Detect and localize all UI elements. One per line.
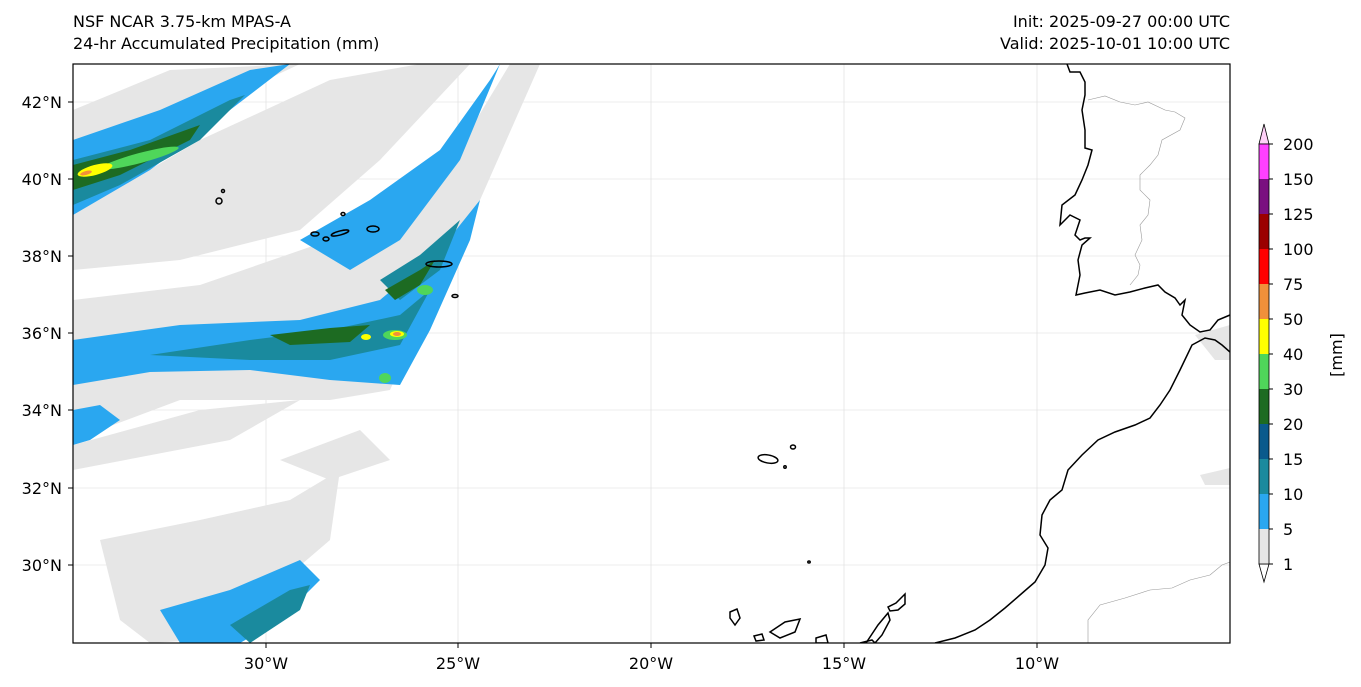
portugal-spain-border <box>1087 95 1186 286</box>
azores-islands <box>215 188 459 299</box>
colorbar-label-30: 30 <box>1283 380 1303 399</box>
colorbar-label-40: 40 <box>1283 345 1303 364</box>
colorbar-label-1: 1 <box>1283 555 1293 574</box>
colorbar-swatch-150 <box>1259 144 1269 179</box>
colorbar-label-5: 5 <box>1283 520 1293 539</box>
colorbar-swatch-125 <box>1259 179 1269 214</box>
colorbar-label-75: 75 <box>1283 275 1303 294</box>
lat-label-34n: 34°N <box>22 401 62 420</box>
lat-label-40n: 40°N <box>22 170 62 189</box>
map-area <box>73 64 1230 643</box>
model-title: NSF NCAR 3.75-km MPAS-A <box>73 12 291 31</box>
colorbar-extend-min <box>1258 563 1270 584</box>
colorbar-label-150: 150 <box>1283 170 1314 189</box>
colorbar-label-50: 50 <box>1283 310 1303 329</box>
colorbar-label-15: 15 <box>1283 450 1303 469</box>
lat-label-42n: 42°N <box>22 93 62 112</box>
colorbar-swatch-40 <box>1259 319 1269 354</box>
colorbar-swatch-5 <box>1259 494 1269 529</box>
colorbar-swatch-10 <box>1259 459 1269 494</box>
colorbar-swatch-20 <box>1259 389 1269 424</box>
colorbar-label-200: 200 <box>1283 135 1314 154</box>
colorbar-swatch-1 <box>1259 529 1269 564</box>
lat-axis <box>68 101 73 566</box>
lon-label-30w: 30°W <box>244 654 288 673</box>
canary-islands <box>729 592 906 643</box>
field-title: 24-hr Accumulated Precipitation (mm) <box>73 34 380 53</box>
colorbar-swatch-30 <box>1259 354 1269 389</box>
madeira-islands <box>757 444 811 564</box>
iberia-coastline <box>1059 64 1230 333</box>
colorbar-label-20: 20 <box>1283 415 1303 434</box>
init-time: Init: 2025-09-27 00:00 UTC <box>1012 12 1230 31</box>
precip-orange-cores <box>80 170 401 336</box>
colorbar-unit-label: [mm] <box>1327 333 1346 377</box>
colorbar-extend-max <box>1258 123 1270 145</box>
lon-axis <box>265 643 1038 648</box>
lon-label-20w: 20°W <box>629 654 673 673</box>
lat-label-32n: 32°N <box>22 479 62 498</box>
colorbar-swatch-100 <box>1259 214 1269 249</box>
time-info: Init: 2025-09-27 00:00 UTC Valid: 2025-1… <box>1000 11 1230 55</box>
lat-label-30n: 30°N <box>22 556 62 575</box>
africa-coastline <box>934 337 1230 643</box>
colorbar-label-125: 125 <box>1283 205 1314 224</box>
map-title: NSF NCAR 3.75-km MPAS-A 24-hr Accumulate… <box>73 11 379 55</box>
colorbar-swatch-50 <box>1259 284 1269 319</box>
colorbar-swatch-15 <box>1259 424 1269 459</box>
lon-label-10w: 10°W <box>1015 654 1059 673</box>
colorbar-swatch-75 <box>1259 249 1269 284</box>
lat-label-36n: 36°N <box>22 324 62 343</box>
valid-time: Valid: 2025-10-01 10:00 UTC <box>999 34 1230 53</box>
lat-label-38n: 38°N <box>22 247 62 266</box>
lon-label-15w: 15°W <box>822 654 866 673</box>
lon-label-25w: 25°W <box>436 654 480 673</box>
africa-border <box>1087 561 1230 643</box>
colorbar-label-100: 100 <box>1283 240 1314 259</box>
colorbar-label-10: 10 <box>1283 485 1303 504</box>
